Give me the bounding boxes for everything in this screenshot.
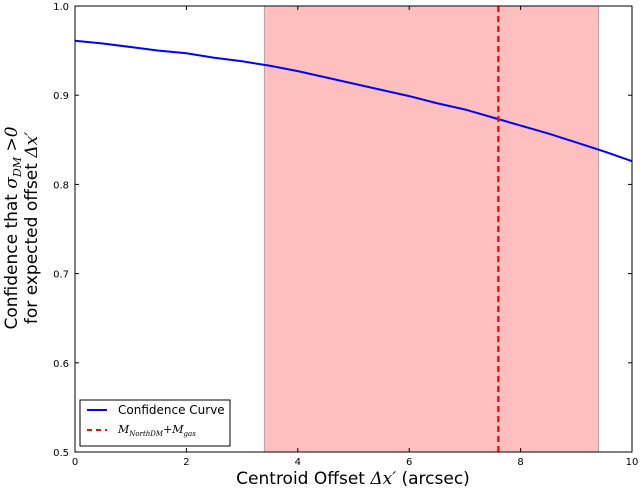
legend-mass-sub2: gas (184, 430, 197, 438)
legend-mass-m: M (117, 423, 130, 436)
y-tick-label-0: 0.5 (53, 448, 69, 459)
y-tick-label-4: 0.9 (53, 91, 69, 102)
y-tick-label-3: 0.8 (53, 180, 69, 191)
y-axis-label-line1: Confidence that σDM >0 (2, 126, 24, 329)
y-tick-label-5: 1.0 (53, 2, 69, 13)
y-axis-label-line1-text: Confidence that (2, 189, 22, 330)
y-axis-label-line1-math: σ (2, 177, 22, 189)
x-axis-label-text: Centroid Offset (236, 469, 370, 489)
series-layer (74, 39, 633, 163)
legend-label-mass-line: MNorthDM+Mgas (117, 423, 196, 438)
plot-frame (74, 5, 633, 453)
x-tick-label-5: 10 (626, 457, 639, 468)
plot-border (74, 5, 633, 453)
legend-mass-sub1: NorthDM (128, 430, 164, 438)
shaded-region-layer (263, 6, 600, 452)
y-axis-label-line1-sub: DM (11, 156, 24, 178)
x-axis-label-math: Δx′ (369, 469, 396, 489)
legend: Confidence Curve MNorthDM+Mgas (79, 399, 231, 447)
x-tick-label-1: 2 (183, 457, 189, 468)
x-tick-label-0: 0 (72, 457, 78, 468)
y-tick-label-1: 0.6 (53, 359, 69, 370)
x-axis-label: Centroid Offset Δx′ (arcsec) (236, 469, 470, 489)
series-line-0 (74, 39, 633, 163)
y-tick-label-2: 0.7 (53, 270, 69, 281)
y-axis-label-line2-math: Δx′ (22, 132, 42, 159)
shaded-region (264, 6, 599, 452)
y-axis-label-line1-tail: >0 (2, 126, 22, 157)
x-tick-label-2: 4 (295, 457, 301, 468)
x-axis-label-unit: (arcsec) (396, 469, 470, 489)
x-tick-label-3: 6 (406, 457, 412, 468)
legend-box (79, 399, 231, 447)
x-ticks: 0 2 4 6 8 10 (72, 6, 639, 468)
x-tick-label-4: 8 (517, 457, 523, 468)
y-axis-label-line2: for expected offset Δx′ (22, 132, 42, 324)
y-axis-label-line2-text: for expected offset (22, 158, 42, 324)
legend-mass-plus: +M (163, 423, 184, 436)
legend-label-confidence-curve: Confidence Curve (118, 403, 225, 417)
y-ticks: 0.5 0.6 0.7 0.8 0.9 1.0 (53, 2, 632, 459)
